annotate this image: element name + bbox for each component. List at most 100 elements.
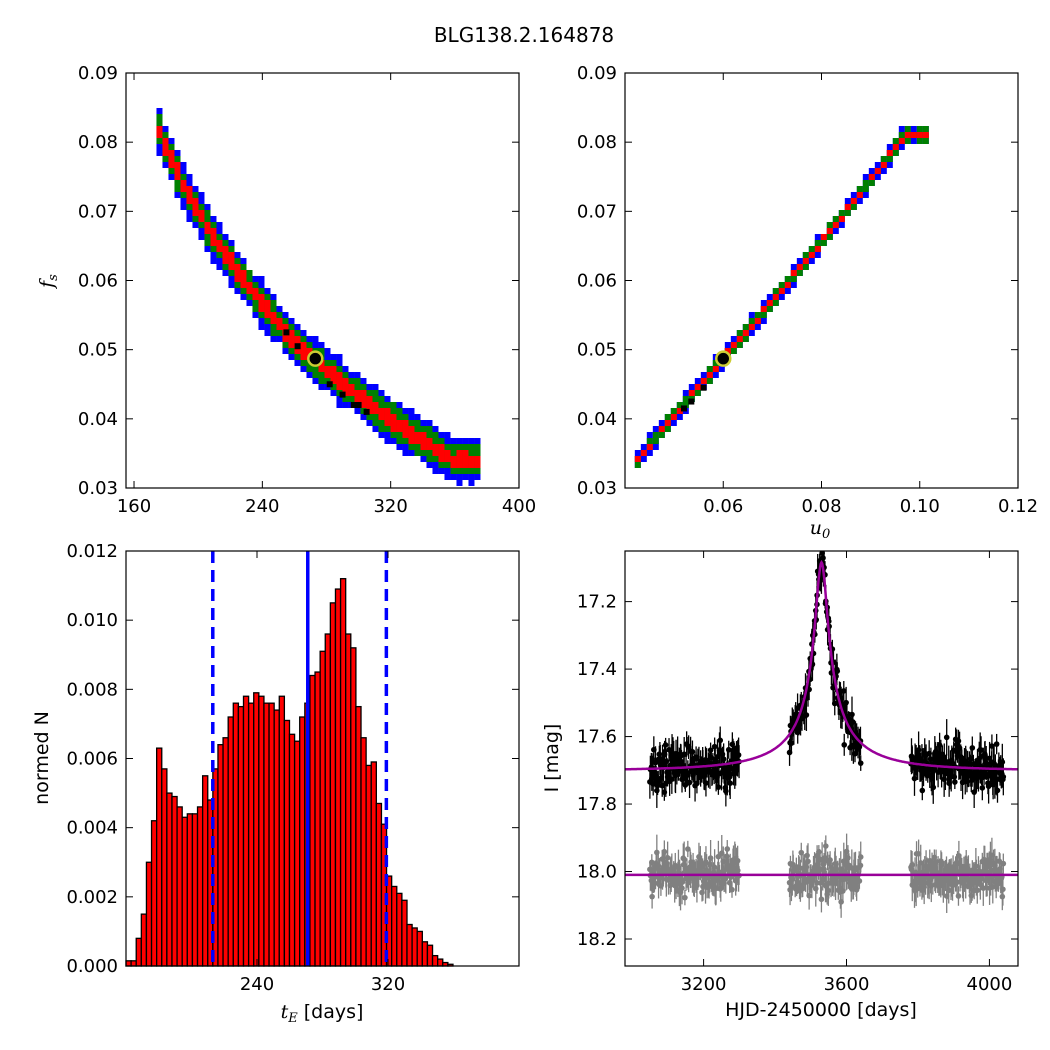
heatmap-cell-green bbox=[880, 156, 887, 162]
heatmap-cell-red bbox=[372, 408, 379, 414]
heatmap-cell-blue bbox=[396, 444, 403, 450]
heatmap-cell-green bbox=[670, 408, 677, 414]
heatmap-cell-blue bbox=[402, 450, 409, 456]
heatmap-cell-blue bbox=[258, 324, 265, 330]
y-tick-label: 0.04 bbox=[78, 409, 118, 430]
heatmap-cell-black bbox=[283, 329, 290, 336]
data-point bbox=[955, 738, 962, 744]
heatmap-cell-green bbox=[180, 192, 187, 198]
heatmap-cell-red bbox=[174, 174, 181, 180]
y-axis-label: fs bbox=[36, 274, 61, 290]
heatmap-cell-green bbox=[766, 306, 773, 312]
data-point bbox=[725, 746, 732, 753]
heatmap-cell-blue bbox=[210, 252, 217, 258]
heatmap-cell-green bbox=[862, 180, 869, 186]
heatmap-cell-red bbox=[168, 150, 175, 156]
x-tick-label: 3200 bbox=[681, 974, 727, 995]
heatmap-cell-green bbox=[468, 468, 475, 474]
heatmap-cell-green bbox=[366, 390, 373, 396]
heatmap-cell-blue bbox=[318, 384, 325, 390]
heatmap-cell-blue bbox=[180, 204, 187, 210]
heatmap-cell-red bbox=[844, 204, 851, 210]
heatmap-cell-blue bbox=[180, 168, 187, 174]
heatmap-cell-blue bbox=[462, 474, 469, 480]
histogram-bar bbox=[247, 702, 255, 967]
heatmap-cell-green bbox=[892, 150, 899, 156]
histogram-bar bbox=[196, 806, 204, 967]
residual-point bbox=[974, 887, 981, 894]
heatmap-cell-red bbox=[186, 198, 193, 204]
heatmap-cell-blue bbox=[288, 318, 295, 324]
heatmap-cell-red bbox=[294, 336, 301, 342]
heatmap-cell-blue bbox=[652, 444, 659, 450]
heatmap-cell-red bbox=[216, 246, 223, 252]
residual-point bbox=[996, 858, 1003, 864]
x-axis-label-sub: E bbox=[287, 1011, 298, 1026]
data-point bbox=[707, 747, 714, 753]
heatmap-cell-red bbox=[832, 222, 839, 228]
heatmap-cell-red bbox=[180, 180, 187, 186]
heatmap-cell-green bbox=[372, 414, 379, 420]
heatmap-cell-green bbox=[814, 240, 821, 246]
heatmap-cell-red bbox=[228, 252, 235, 258]
histogram-bar bbox=[309, 674, 316, 967]
heatmap-cell-green bbox=[796, 270, 803, 276]
heatmap-cell-blue bbox=[228, 282, 235, 288]
heatmap-cell-blue bbox=[402, 444, 409, 450]
heatmap-cell-red bbox=[288, 330, 295, 336]
heatmap-cell-red bbox=[186, 186, 193, 192]
heatmap-cell-blue bbox=[694, 378, 701, 384]
heatmap-cell-blue bbox=[402, 408, 409, 414]
heatmap-cell-red bbox=[432, 444, 439, 450]
heatmap-cell-blue bbox=[712, 372, 719, 378]
heatmap-cell-blue bbox=[264, 330, 271, 336]
data-point bbox=[840, 688, 847, 694]
heatmap-cell-blue bbox=[204, 246, 211, 252]
heatmap-cell-green bbox=[778, 282, 785, 288]
heatmap-cell-red bbox=[354, 390, 361, 396]
heatmap-cell-green bbox=[324, 360, 331, 366]
heatmap-cell-blue bbox=[886, 162, 893, 168]
heatmap-cell-red bbox=[468, 462, 475, 468]
heatmap-cell-red bbox=[246, 282, 253, 288]
heatmap-cell-red bbox=[330, 372, 337, 378]
heatmap-cell-blue bbox=[270, 294, 277, 300]
heatmap-cell-green bbox=[258, 288, 265, 294]
data-point bbox=[681, 751, 687, 758]
x-tick-label: 4000 bbox=[967, 974, 1013, 995]
heatmap-cell-blue bbox=[832, 228, 839, 234]
heatmap-cell-green bbox=[850, 204, 857, 210]
heatmap-cell-blue bbox=[222, 234, 229, 240]
histogram-bar bbox=[370, 761, 377, 967]
heatmap-cell-blue bbox=[384, 432, 391, 438]
heatmap-cell-green bbox=[772, 300, 779, 306]
histogram-bar bbox=[411, 927, 418, 967]
heatmap-cell-blue bbox=[408, 414, 415, 420]
residual-point bbox=[729, 886, 735, 893]
heatmap-cell-green bbox=[820, 240, 827, 246]
heatmap-cell-green bbox=[390, 432, 397, 438]
heatmap-cell-green bbox=[676, 402, 683, 408]
heatmap-cell-green bbox=[180, 174, 187, 180]
y-tick-label: 0.03 bbox=[577, 478, 617, 499]
heatmap-cell-red bbox=[318, 366, 325, 372]
data-point bbox=[663, 758, 670, 765]
heatmap-cell-red bbox=[754, 318, 761, 324]
heatmap-cell-blue bbox=[282, 348, 289, 354]
heatmap-cell-red bbox=[420, 438, 427, 444]
heatmap-cell-blue bbox=[174, 150, 181, 156]
heatmap-cell-green bbox=[426, 456, 433, 462]
heatmap-cell-black bbox=[294, 343, 301, 350]
heatmap-cell-green bbox=[240, 264, 247, 270]
heatmap-cell-blue bbox=[408, 450, 415, 456]
heatmap-cell-green bbox=[904, 126, 911, 132]
heatmap-cells bbox=[156, 108, 481, 486]
heatmap-cell-blue bbox=[324, 348, 331, 354]
heatmap-cell-red bbox=[856, 192, 863, 198]
heatmap-cell-green bbox=[748, 318, 755, 324]
heatmap-cell-red bbox=[826, 228, 833, 234]
heatmap-cell-green bbox=[922, 126, 929, 132]
heatmap-cell-red bbox=[336, 372, 343, 378]
histogram-bar bbox=[426, 944, 434, 967]
heatmap-cell-red bbox=[462, 462, 469, 468]
